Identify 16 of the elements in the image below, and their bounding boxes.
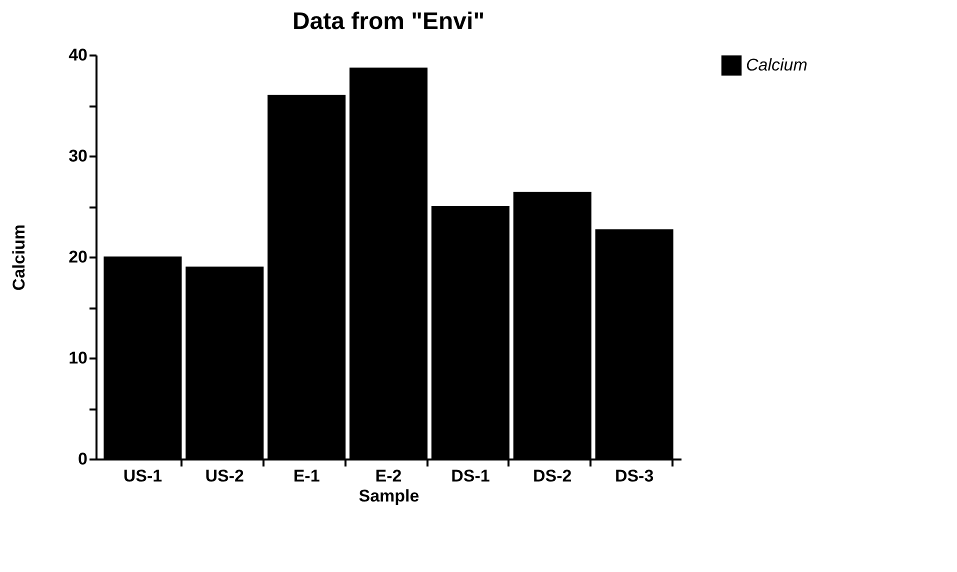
x-tick-label: DS-1 (451, 466, 490, 486)
y-axis-title: Calcium (10, 224, 29, 291)
x-tick-label: DS-3 (614, 466, 654, 486)
y-tick-label: 40 (68, 46, 88, 64)
y-tick-label: 30 (68, 146, 88, 166)
y-tick-label: 20 (68, 248, 88, 266)
chart-title: Data from "Envi" (292, 8, 485, 35)
y-tick-label: 10 (68, 348, 88, 368)
x-tick-label: E-1 (293, 466, 320, 486)
x-axis-title: Sample (358, 486, 420, 506)
x-tick-label: US-1 (123, 466, 162, 486)
x-tick-label: US-2 (205, 466, 244, 486)
legend-label: Calcium (746, 56, 808, 74)
x-tick-label: DS-2 (533, 466, 572, 486)
x-tick-label: E-2 (375, 466, 402, 486)
y-tick-label: 0 (78, 450, 88, 468)
